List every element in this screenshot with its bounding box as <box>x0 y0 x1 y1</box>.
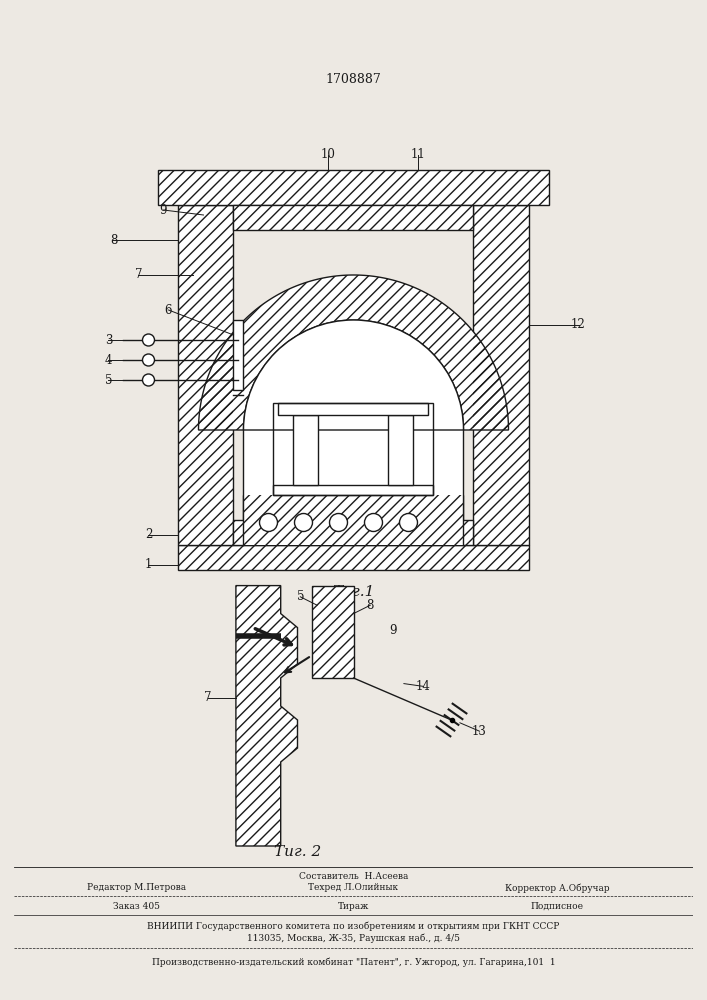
Text: 5: 5 <box>296 590 304 603</box>
Text: 1708887: 1708887 <box>326 73 381 86</box>
Polygon shape <box>178 545 529 570</box>
Bar <box>279 402 428 415</box>
Polygon shape <box>474 205 529 545</box>
Text: 3: 3 <box>105 334 112 347</box>
Text: Τиг. 2: Τиг. 2 <box>274 845 321 859</box>
Polygon shape <box>199 275 508 430</box>
Polygon shape <box>243 495 464 520</box>
Text: Τиг.1: Τиг.1 <box>332 585 375 599</box>
Polygon shape <box>233 520 474 545</box>
Polygon shape <box>233 205 474 230</box>
Text: Подписное: Подписное <box>531 902 583 911</box>
Polygon shape <box>158 170 549 205</box>
Text: 8: 8 <box>110 233 117 246</box>
Bar <box>389 415 414 485</box>
Bar <box>233 320 243 390</box>
Text: 2: 2 <box>145 528 152 542</box>
Text: 9: 9 <box>389 624 397 637</box>
Text: Тираж: Тираж <box>338 902 369 911</box>
Text: Составитель  Н.Асеева: Составитель Н.Асеева <box>299 872 408 881</box>
Text: 11: 11 <box>411 148 426 161</box>
Bar <box>243 430 464 545</box>
Text: 4: 4 <box>105 354 112 366</box>
Circle shape <box>143 354 155 366</box>
Text: 12: 12 <box>571 318 586 332</box>
Text: 1: 1 <box>145 558 152 572</box>
Text: 13: 13 <box>472 725 487 738</box>
Polygon shape <box>312 586 354 678</box>
Text: Техред Л.Олийнык: Техред Л.Олийнык <box>308 884 399 892</box>
Text: 10: 10 <box>321 148 336 161</box>
Text: 14: 14 <box>416 680 431 693</box>
Bar <box>274 402 433 495</box>
Text: 7: 7 <box>204 691 211 704</box>
Wedge shape <box>243 320 464 430</box>
Text: 8: 8 <box>367 599 374 612</box>
Text: 5: 5 <box>105 373 112 386</box>
Text: 7: 7 <box>135 268 142 282</box>
Circle shape <box>259 514 278 532</box>
Text: Редактор М.Петрова: Редактор М.Петрова <box>87 884 186 892</box>
Text: Корректор А.Обручар: Корректор А.Обручар <box>505 883 609 893</box>
Bar <box>293 415 318 485</box>
Polygon shape <box>236 586 298 846</box>
Circle shape <box>399 514 418 532</box>
Text: ВНИИПИ Государственного комитета по изобретениям и открытиям при ГКНТ СССР: ВНИИПИ Государственного комитета по изоб… <box>147 921 560 931</box>
Text: 9: 9 <box>160 204 168 217</box>
Polygon shape <box>178 205 233 545</box>
Circle shape <box>365 514 382 532</box>
Circle shape <box>143 374 155 386</box>
Text: Производственно-издательский комбинат "Патент", г. Ужгород, ул. Гагарина,101  1: Производственно-издательский комбинат "П… <box>152 957 555 967</box>
Circle shape <box>329 514 348 532</box>
Circle shape <box>295 514 312 532</box>
Circle shape <box>143 334 155 346</box>
Text: 6: 6 <box>165 304 173 316</box>
Bar <box>274 485 433 495</box>
Text: 113035, Москва, Ж-35, Раушская наб., д. 4/5: 113035, Москва, Ж-35, Раушская наб., д. … <box>247 934 460 943</box>
Text: Заказ 405: Заказ 405 <box>113 902 160 911</box>
